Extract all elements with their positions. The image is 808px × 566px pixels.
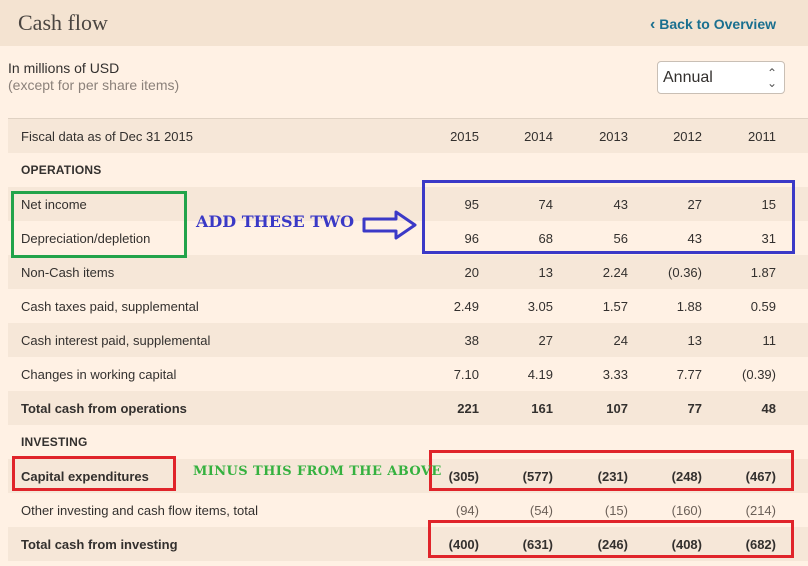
row-label: Non-Cash items [21, 265, 115, 280]
cell-value: 95 [464, 197, 479, 212]
cell-value: 4.19 [527, 367, 553, 382]
row-label: Changes in working capital [21, 367, 177, 382]
table-row: Cash interest paid, supplemental 38 27 24 13… [8, 323, 808, 357]
cell-value: (54) [529, 503, 553, 518]
red-highlight-box-total-investing [428, 520, 794, 558]
units-sub: (except for per share items) [8, 77, 180, 93]
add-annotation: ADD THESE TWO [196, 212, 355, 231]
year-header: 2013 [599, 129, 628, 144]
row-label: Depreciation/depletion [21, 231, 151, 246]
cell-value: 2.49 [453, 299, 479, 314]
row-label: Total cash from operations [21, 401, 187, 416]
row-label: Capital expenditures [21, 469, 149, 484]
cell-value: (408) [671, 537, 702, 552]
blue-highlight-box [422, 180, 795, 254]
table-header-row: Fiscal data as of Dec 31 2015 2015 2014 … [8, 119, 808, 153]
cell-value: 20 [464, 265, 479, 280]
table-row: Cash taxes paid, supplemental 2.49 3.05 1.5… [8, 289, 808, 323]
fiscal-label: Fiscal data as of Dec 31 2015 [21, 129, 193, 144]
cell-value: 1.87 [750, 265, 776, 280]
row-label: Net income [21, 197, 87, 212]
up-down-chevron-icon: ⌃ ⌄ [766, 66, 777, 90]
cell-value: (400) [448, 537, 479, 552]
row-label: Cash taxes paid, supplemental [21, 299, 199, 314]
year-header: 2012 [673, 129, 702, 144]
cell-value: (682) [745, 537, 776, 552]
cell-value: 48 [761, 401, 776, 416]
cell-value: 13 [538, 265, 553, 280]
cell-value: (94) [455, 503, 479, 518]
table-row: Total cash from operations 221 161 107 77 48 [8, 391, 808, 425]
cell-value: (631) [522, 537, 553, 552]
cell-value: 7.10 [453, 367, 479, 382]
cell-value: 27 [687, 197, 702, 212]
cell-value: 161 [531, 401, 553, 416]
cell-value: 2.24 [602, 265, 628, 280]
cell-value: 11 [762, 333, 777, 348]
cell-value: 96 [464, 231, 479, 246]
table-row: Other investing and cash flow items, tot… [8, 493, 808, 527]
period-select-value: Annual [663, 69, 713, 86]
cell-value: (231) [597, 469, 628, 484]
page-title: Cash flow [18, 10, 108, 35]
cell-value: (214) [745, 503, 776, 518]
cell-value: 24 [613, 333, 628, 348]
year-header: 2011 [748, 129, 776, 144]
cell-value: 13 [687, 333, 702, 348]
cell-value: 107 [606, 401, 628, 416]
period-select[interactable]: Annual ⌃ ⌄ [657, 61, 785, 94]
cell-value: 27 [538, 333, 553, 348]
cell-value: 31 [761, 231, 776, 246]
cell-value: (15) [604, 503, 628, 518]
chevron-left-icon: ‹ [650, 16, 656, 33]
cell-value: 43 [687, 231, 702, 246]
cell-value: (0.39) [742, 367, 776, 382]
header-bar: Cash flow ‹ Back to Overview [0, 0, 808, 46]
table-row: Changes in working capital 7.10 4.19 3.33 7.… [8, 357, 808, 391]
cell-value: 74 [538, 197, 553, 212]
cell-value: (160) [671, 503, 702, 518]
cell-value: (246) [597, 537, 628, 552]
cell-value: 221 [457, 401, 479, 416]
cell-value: 15 [761, 197, 776, 212]
cell-value: 3.33 [602, 367, 628, 382]
table-row: Non-Cash items 20 13 2.24 (0.36) 1.87 [8, 255, 808, 289]
right-arrow-icon [362, 210, 417, 240]
cell-value: 0.59 [750, 299, 776, 314]
cell-value: (248) [671, 469, 702, 484]
section-row: INVESTING [8, 425, 808, 459]
cell-value: (577) [522, 469, 553, 484]
row-label: OPERATIONS [21, 163, 102, 177]
units-main: In millions of USD [8, 60, 120, 76]
cell-value: 3.05 [527, 299, 553, 314]
row-label: Other investing and cash flow items, tot… [21, 503, 259, 518]
cell-value: 77 [687, 401, 702, 416]
row-label: Cash interest paid, supplemental [21, 333, 211, 348]
year-header: 2014 [524, 129, 553, 144]
cell-value: 1.57 [602, 299, 628, 314]
table-row: Capital expenditures (305) (577) (231) (248)… [8, 459, 808, 493]
red-highlight-box-capex [429, 450, 794, 491]
table-row: Depreciation/depletion 96 68 56 43 31 [8, 221, 808, 255]
cell-value: 56 [613, 231, 628, 246]
units-note: In millions of USD (except for per share… [8, 60, 179, 94]
minus-annotation: MINUS THIS FROM THE ABOVE [193, 464, 442, 479]
cell-value: (0.36) [668, 265, 702, 280]
cash-flow-table: Fiscal data as of Dec 31 2015 2015 2014 … [8, 118, 808, 566]
row-label: INVESTING [21, 435, 88, 449]
back-to-overview-link[interactable]: ‹ Back to Overview [650, 16, 776, 34]
cell-value: (467) [745, 469, 776, 484]
cell-value: 38 [464, 333, 479, 348]
cell-value: 43 [613, 197, 628, 212]
back-link-label: Back to Overview [659, 16, 776, 32]
year-header: 2015 [450, 129, 479, 144]
cell-value: 1.88 [676, 299, 702, 314]
cell-value: (305) [448, 469, 479, 484]
cell-value: 68 [538, 231, 553, 246]
red-highlight-box-label [12, 456, 176, 491]
green-highlight-box [11, 191, 187, 258]
row-label: Total cash from investing [21, 537, 178, 552]
section-row: OPERATIONS [8, 153, 808, 187]
cell-value: 7.77 [676, 367, 702, 382]
